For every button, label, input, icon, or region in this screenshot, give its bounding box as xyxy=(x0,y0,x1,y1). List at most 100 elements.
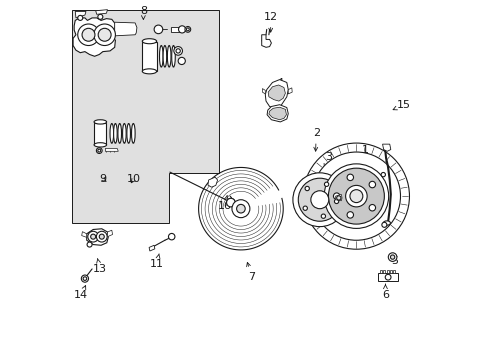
Polygon shape xyxy=(287,88,292,94)
Polygon shape xyxy=(207,177,217,187)
Ellipse shape xyxy=(118,123,121,143)
Polygon shape xyxy=(142,42,156,71)
Ellipse shape xyxy=(159,45,163,67)
Circle shape xyxy=(368,204,375,211)
Circle shape xyxy=(88,231,99,242)
Text: 9: 9 xyxy=(99,174,106,184)
Ellipse shape xyxy=(113,123,117,143)
Circle shape xyxy=(184,27,190,32)
Circle shape xyxy=(334,199,338,203)
Polygon shape xyxy=(262,89,265,94)
Polygon shape xyxy=(383,270,385,273)
Circle shape xyxy=(96,231,107,242)
Circle shape xyxy=(312,152,400,240)
Circle shape xyxy=(381,222,386,227)
Polygon shape xyxy=(265,80,287,108)
Ellipse shape xyxy=(142,39,156,44)
Circle shape xyxy=(346,212,353,218)
Text: 10: 10 xyxy=(127,174,141,184)
Polygon shape xyxy=(72,10,219,223)
Polygon shape xyxy=(81,231,86,237)
Polygon shape xyxy=(96,10,107,14)
Circle shape xyxy=(385,274,390,280)
Circle shape xyxy=(178,26,185,33)
Circle shape xyxy=(324,164,388,228)
Circle shape xyxy=(82,28,95,41)
Circle shape xyxy=(292,173,346,226)
Ellipse shape xyxy=(171,45,175,67)
Text: 13: 13 xyxy=(93,258,107,274)
Circle shape xyxy=(310,191,328,209)
Text: 12: 12 xyxy=(263,12,277,32)
Polygon shape xyxy=(267,85,285,101)
Text: 3: 3 xyxy=(324,152,331,168)
Circle shape xyxy=(98,14,102,19)
Circle shape xyxy=(83,277,86,280)
Ellipse shape xyxy=(94,120,106,124)
Polygon shape xyxy=(266,105,287,122)
Text: 6: 6 xyxy=(381,284,388,300)
Circle shape xyxy=(87,242,92,247)
Circle shape xyxy=(336,196,340,200)
Polygon shape xyxy=(386,270,388,273)
Circle shape xyxy=(90,234,96,239)
Circle shape xyxy=(154,25,163,34)
Circle shape xyxy=(168,233,175,240)
Text: 14: 14 xyxy=(74,285,88,300)
Circle shape xyxy=(380,172,385,177)
Circle shape xyxy=(389,255,394,259)
Polygon shape xyxy=(392,270,394,273)
Circle shape xyxy=(186,28,189,31)
Polygon shape xyxy=(86,229,108,245)
Circle shape xyxy=(98,28,111,41)
Circle shape xyxy=(303,206,307,210)
Circle shape xyxy=(78,15,82,21)
Circle shape xyxy=(236,204,244,213)
Circle shape xyxy=(333,193,339,199)
Circle shape xyxy=(178,57,185,64)
Text: 4: 4 xyxy=(276,78,284,101)
Circle shape xyxy=(345,185,366,207)
Circle shape xyxy=(305,186,309,191)
Ellipse shape xyxy=(142,69,156,74)
Ellipse shape xyxy=(122,123,126,143)
Circle shape xyxy=(98,149,101,152)
Ellipse shape xyxy=(167,45,171,67)
Polygon shape xyxy=(107,230,112,237)
Circle shape xyxy=(324,182,328,186)
Ellipse shape xyxy=(110,123,113,143)
Circle shape xyxy=(328,168,384,224)
Text: 7: 7 xyxy=(246,262,255,282)
Circle shape xyxy=(346,174,353,181)
Ellipse shape xyxy=(126,123,130,143)
Text: 15: 15 xyxy=(392,100,410,110)
Ellipse shape xyxy=(131,123,135,143)
Polygon shape xyxy=(94,123,106,144)
Polygon shape xyxy=(335,194,341,201)
Text: 2: 2 xyxy=(312,129,319,151)
Text: 1: 1 xyxy=(357,144,368,162)
Circle shape xyxy=(226,198,235,207)
Text: 16: 16 xyxy=(217,195,231,211)
Circle shape xyxy=(298,178,341,221)
Circle shape xyxy=(349,190,362,203)
Text: 11: 11 xyxy=(149,254,163,269)
Polygon shape xyxy=(389,270,391,273)
Ellipse shape xyxy=(94,143,106,147)
Polygon shape xyxy=(105,148,118,151)
Polygon shape xyxy=(261,35,271,47)
Text: 5: 5 xyxy=(390,256,397,266)
Circle shape xyxy=(96,148,102,153)
Polygon shape xyxy=(379,270,382,273)
Circle shape xyxy=(94,24,115,45)
Circle shape xyxy=(99,234,104,239)
Circle shape xyxy=(231,200,249,218)
Circle shape xyxy=(321,214,325,219)
Polygon shape xyxy=(115,22,137,36)
Polygon shape xyxy=(382,144,390,151)
Circle shape xyxy=(387,253,396,261)
Circle shape xyxy=(176,49,180,53)
Text: 8: 8 xyxy=(140,6,146,19)
Polygon shape xyxy=(171,27,180,32)
Circle shape xyxy=(303,143,408,249)
